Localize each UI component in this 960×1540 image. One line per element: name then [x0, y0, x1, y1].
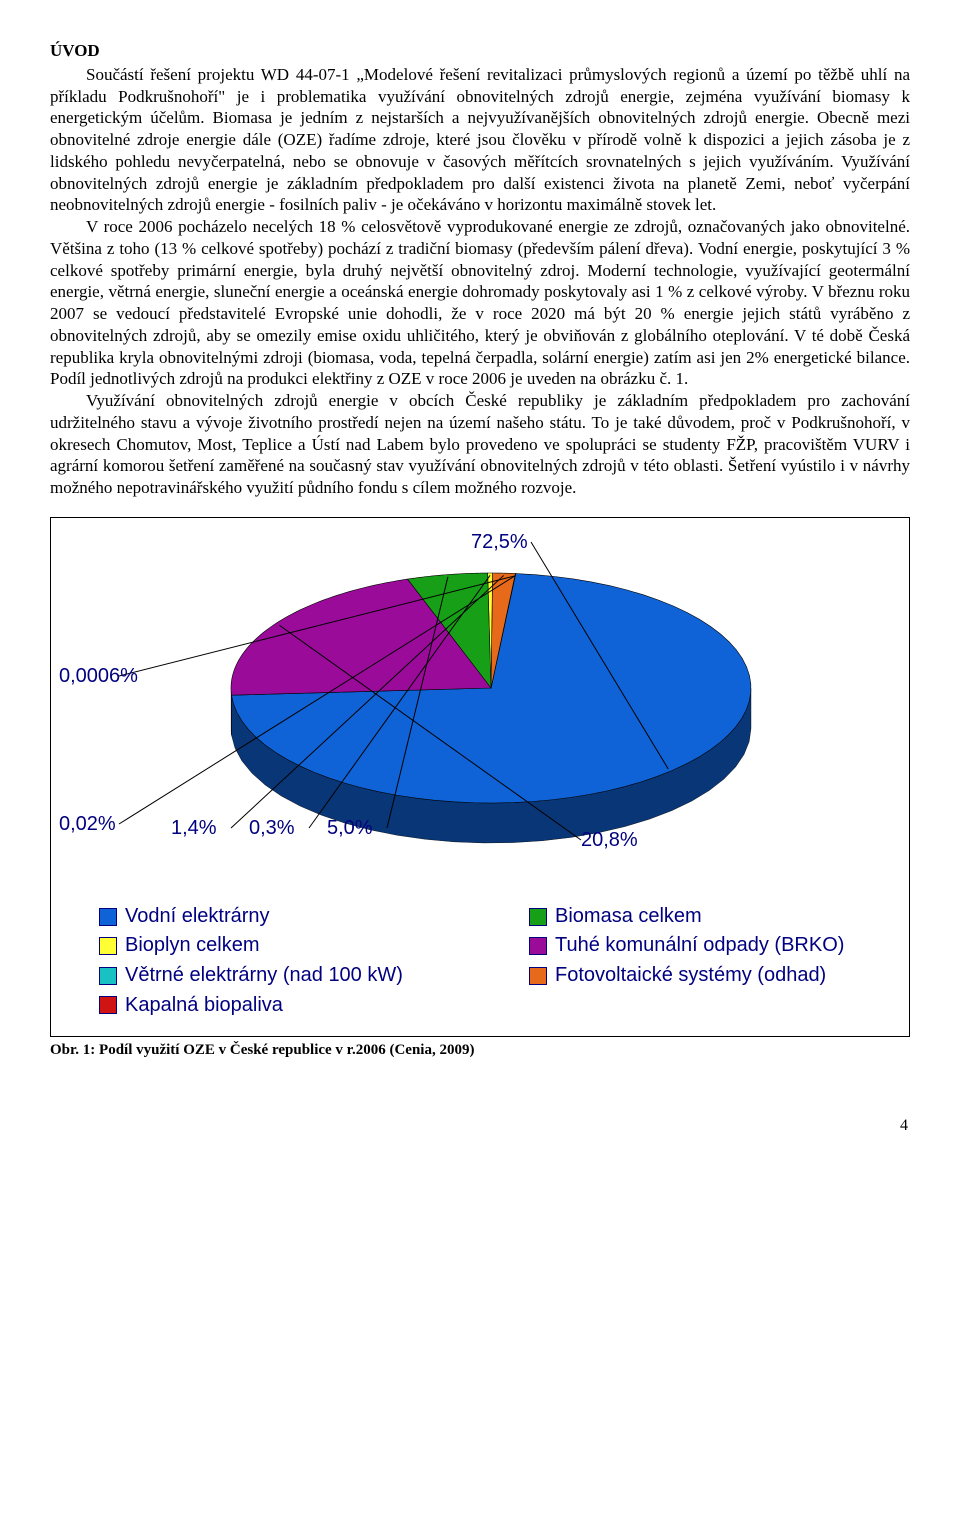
chart-legend: Vodní elektrárny Biomasa celkem Bioplyn ce…: [51, 898, 909, 1036]
legend-item: Kapalná biopaliva: [99, 993, 899, 1019]
legend-item: Tuhé komunální odpady (BRKO): [529, 933, 899, 959]
pie-label: 1,4%: [171, 816, 217, 842]
legend-swatch: [99, 996, 117, 1014]
legend-label: Fotovoltaické systémy (odhad): [555, 963, 826, 989]
legend-item: Fotovoltaické systémy (odhad): [529, 963, 899, 989]
legend-item: Biomasa celkem: [529, 904, 899, 930]
legend-swatch: [99, 967, 117, 985]
pie-label: 0,02%: [59, 812, 116, 838]
legend-label: Větrné elektrárny (nad 100 kW): [125, 963, 403, 989]
legend-swatch: [529, 908, 547, 926]
legend-label: Biomasa celkem: [555, 904, 702, 930]
legend-item: Vodní elektrárny: [99, 904, 469, 930]
legend-row: Větrné elektrárny (nad 100 kW) Fotovoltai…: [99, 963, 899, 989]
legend-row: Bioplyn celkem Tuhé komunální odpady (BRK…: [99, 933, 899, 959]
section-heading: ÚVOD: [50, 40, 910, 62]
paragraph-1: Součástí řešení projektu WD 44-07-1 „Mod…: [50, 64, 910, 216]
paragraph-3: Využívání obnovitelných zdrojů energie v…: [50, 390, 910, 499]
legend-swatch: [529, 937, 547, 955]
legend-row: Vodní elektrárny Biomasa celkem: [99, 904, 899, 930]
pie-label: 5,0%: [327, 816, 373, 842]
pie-chart: 72,5% 0,0006% 0,02% 1,4% 0,3% 5,0% 20,8%: [51, 518, 909, 898]
legend-label: Bioplyn celkem: [125, 933, 260, 959]
legend-label: Vodní elektrárny: [125, 904, 270, 930]
pie-label: 0,0006%: [59, 664, 138, 690]
figure-caption: Obr. 1: Podíl využití OZE v České republ…: [50, 1041, 910, 1060]
legend-item: Větrné elektrárny (nad 100 kW): [99, 963, 469, 989]
legend-swatch: [529, 967, 547, 985]
pie-label: 0,3%: [249, 816, 295, 842]
legend-row: Kapalná biopaliva: [99, 993, 899, 1019]
legend-swatch: [99, 937, 117, 955]
legend-swatch: [99, 908, 117, 926]
legend-label: Kapalná biopaliva: [125, 993, 283, 1019]
legend-item: Bioplyn celkem: [99, 933, 469, 959]
chart-container: 72,5% 0,0006% 0,02% 1,4% 0,3% 5,0% 20,8% Vodní…: [50, 517, 910, 1037]
pie-label: 20,8%: [581, 828, 638, 854]
paragraph-2: V roce 2006 pocházelo necelých 18 % celo…: [50, 216, 910, 390]
legend-label: Tuhé komunální odpady (BRKO): [555, 933, 844, 959]
pie-label: 72,5%: [471, 530, 528, 556]
page-number: 4: [50, 1116, 910, 1136]
